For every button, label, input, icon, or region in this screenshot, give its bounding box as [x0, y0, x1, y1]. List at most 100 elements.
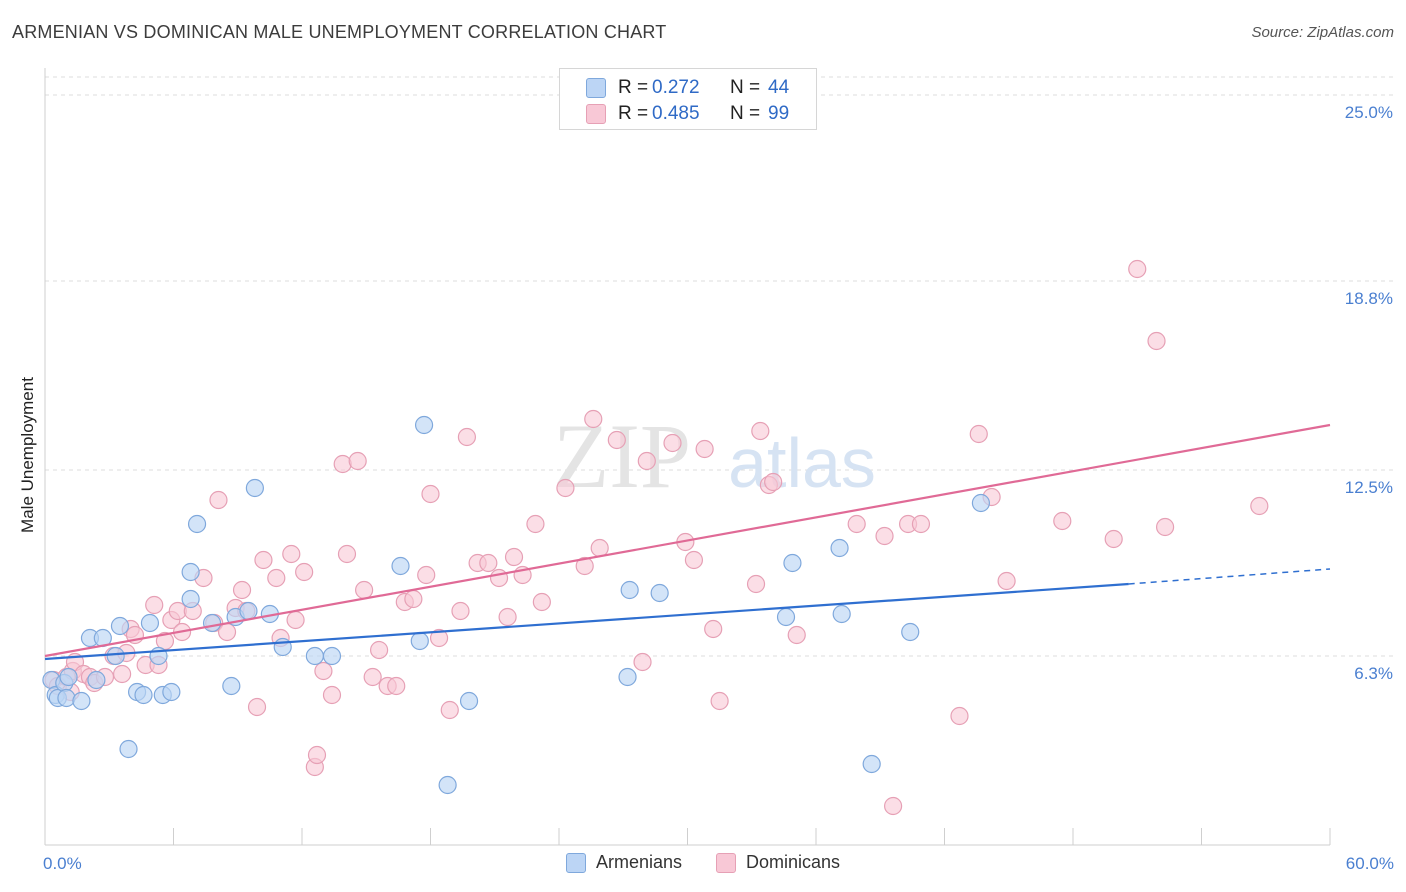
armenians-point — [110, 616, 130, 636]
dominicans-point — [607, 430, 626, 450]
dominicans-point — [363, 667, 382, 687]
dominicans-point — [322, 685, 342, 705]
dominicans-point — [969, 424, 988, 444]
dominicans-point — [883, 796, 903, 816]
dominicans-point — [421, 484, 440, 504]
r-label: R = — [618, 77, 649, 98]
n-label: N = — [730, 77, 761, 98]
armenians-point — [106, 646, 125, 666]
dominicans-point — [333, 454, 352, 474]
grid-lines — [45, 76, 1395, 657]
dominicans-point — [286, 610, 305, 630]
x-tick-label-min: 0.0% — [43, 854, 82, 873]
dominicans-point — [911, 514, 931, 534]
tick-labels: 6.3% 12.5% 18.8% 25.0% 0.0% 60.0% — [43, 103, 1394, 873]
y-tick-label: 6.3% — [1354, 664, 1393, 683]
armenians-point — [618, 667, 637, 687]
source-credit: Source: ZipAtlas.com — [1251, 24, 1394, 41]
dominicans-point — [370, 640, 389, 660]
armenians-point — [901, 622, 920, 642]
armenians-point — [391, 556, 410, 576]
legend-item-dominicans[interactable]: Dominicans — [716, 852, 840, 873]
dominicans-point — [417, 565, 436, 585]
dominicans-point — [663, 433, 682, 453]
armenians-point — [72, 691, 91, 711]
dominicans-point — [684, 550, 704, 570]
dominicans-point — [489, 568, 509, 588]
dominicans-trend-line — [44, 423, 1331, 658]
dominicans-point — [348, 451, 367, 471]
legend-item-armenians[interactable]: Armenians — [565, 852, 682, 873]
dominicans-point — [232, 580, 252, 600]
armenians-trend-line — [44, 582, 1129, 661]
dominicans-point — [704, 619, 723, 639]
armenians-point — [202, 613, 222, 633]
stats-row-dominicans: R = 0.485 N = 99 — [586, 101, 816, 127]
armenians-point — [222, 676, 241, 696]
armenians-point — [438, 775, 457, 795]
armenians-point — [57, 688, 76, 708]
dominicans-point — [247, 697, 267, 717]
watermark-zip: ZIP — [553, 405, 691, 507]
armenians-point — [862, 754, 881, 774]
armenians-point — [119, 739, 138, 759]
dominicans-point — [1147, 331, 1166, 351]
armenians-point — [140, 613, 160, 633]
dominicans-point — [387, 676, 406, 696]
x-tick-label-max: 60.0% — [1346, 854, 1394, 873]
armenians-legend-swatch — [565, 852, 586, 873]
dominicans-point — [112, 664, 132, 684]
dominicans-point — [997, 571, 1016, 591]
dominicans-point — [575, 556, 594, 576]
legend-label-armenians: Armenians — [595, 852, 682, 872]
armenians-point — [459, 691, 479, 711]
r-label: R = — [618, 103, 649, 124]
dominicans-point — [633, 652, 652, 672]
armenians-point — [971, 493, 991, 513]
armenians-swatch — [586, 78, 606, 98]
dominicans-point — [504, 547, 524, 567]
dominicans-point — [451, 601, 470, 621]
dominicans-point — [457, 427, 477, 447]
dominicans-point — [764, 472, 783, 492]
dominicans-point — [282, 544, 301, 564]
watermark-atlas: atlas — [728, 424, 876, 502]
armenians-points — [42, 415, 991, 795]
dominicans-point — [532, 592, 551, 612]
armenians-point — [181, 589, 200, 609]
dominicans-point — [145, 595, 164, 615]
dominicans-point — [217, 622, 237, 642]
dominicans-point — [404, 589, 423, 609]
dominicans-point — [1250, 496, 1269, 516]
stats-row-armenians: R = 0.272 N = 44 — [586, 75, 816, 101]
dominicans-swatch — [586, 104, 606, 124]
armenians-point — [830, 538, 849, 558]
dominicans-point — [429, 628, 449, 648]
armenians-trend-extension — [1128, 568, 1331, 585]
stats-legend-box: R = 0.272 N = 44 R = 0.485 N = 99 — [559, 68, 817, 130]
n-label: N = — [730, 103, 761, 124]
armenians-point — [134, 685, 153, 705]
armenians-point — [162, 682, 181, 702]
armenians-point — [410, 631, 429, 651]
dominicans-point — [254, 550, 273, 570]
dominicans-point — [710, 691, 729, 711]
armenians-r-value: 0.272 — [652, 77, 700, 98]
armenians-point — [650, 583, 669, 603]
y-tick-label: 25.0% — [1345, 103, 1393, 122]
dominicans-legend-swatch — [716, 852, 736, 873]
axes — [44, 68, 1331, 846]
dominicans-point — [695, 439, 714, 459]
dominicans-point — [584, 409, 603, 429]
dominicans-point — [337, 544, 357, 564]
armenians-point — [322, 646, 342, 666]
armenians-point — [59, 667, 78, 687]
dominicans-point — [440, 700, 459, 720]
dominicans-point — [479, 553, 498, 573]
dominicans-point — [950, 706, 969, 726]
dominicans-point — [787, 625, 806, 645]
dominicans-point — [556, 478, 575, 498]
armenians-n-value: 44 — [768, 77, 790, 98]
dominicans-point — [1128, 259, 1147, 279]
dominicans-point — [746, 574, 766, 594]
